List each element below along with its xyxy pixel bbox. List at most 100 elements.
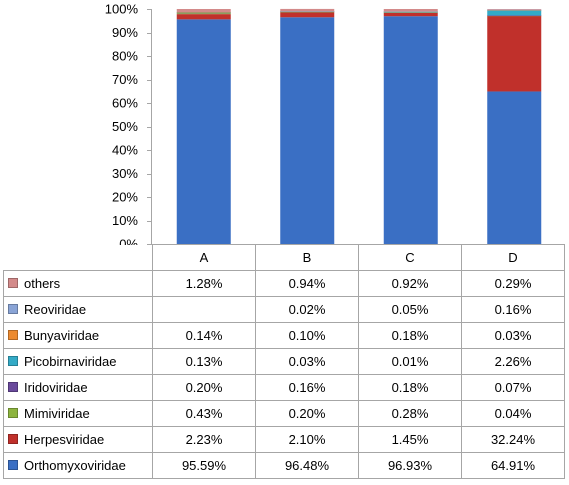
data-label: 2.26% [461,348,565,375]
data-label: 0.05% [358,296,462,323]
data-label: 0.13% [152,348,256,375]
bar-segment-picobirnaviridae-c [383,11,438,13]
series-name: Bunyaviridae [24,328,100,343]
legend-swatch [8,382,18,392]
data-label: 0.16% [461,296,565,323]
legend-swatch [8,304,18,314]
table-row: Picobirnaviridae 0.13% 0.03% 0.01% 2.26% [3,348,565,375]
data-label: 0.94% [255,270,359,297]
bar-segment-reoviridae-b [280,11,335,12]
bar-segment-orthomyxoviridae-a [176,19,231,245]
data-label: 0.01% [358,348,462,375]
bar-segment-others-d [487,9,542,10]
data-label: 0.20% [255,400,359,427]
y-tick-label: 90% [112,25,138,40]
data-label: 0.03% [461,322,565,349]
legend-swatch [8,356,18,366]
table-row: Iridoviridae 0.20% 0.16% 0.18% 0.07% [3,374,565,401]
category-label: A [152,244,256,271]
bar-segment-mimiviridae-c [383,12,438,13]
bar-segment-orthomyxoviridae-b [280,17,335,244]
bar-segment-mimiviridae-a [176,13,231,15]
bar-segment-iridoviridae-d [487,15,542,17]
data-label: 0.10% [255,322,359,349]
data-label [152,296,256,323]
y-tick-label: 100% [105,2,139,17]
data-label: 0.43% [152,400,256,427]
bar-segment-others-b [280,8,335,12]
bar-segment-herpesviridae-c [383,12,438,17]
bar-segment-bunyaviridae-d [487,10,542,11]
series-legend-cell: Iridoviridae [3,374,153,401]
table-corner-cell [3,244,153,271]
data-label: 1.45% [358,426,462,453]
category-label: D [461,244,565,271]
bar-segment-reoviridae-d [487,9,542,11]
data-label: 0.28% [358,400,462,427]
table-row: others 1.28% 0.94% 0.92% 0.29% [3,270,565,297]
data-label: 2.10% [255,426,359,453]
series-name: Picobirnaviridae [24,354,117,369]
y-tick-label: 70% [112,72,138,87]
bar-segment-picobirnaviridae-a [176,12,231,13]
y-tick-label: 30% [112,166,138,181]
series-legend-cell: Bunyaviridae [3,322,153,349]
data-label: 96.48% [255,452,359,479]
y-tick-label: 50% [112,119,138,134]
series-name: Orthomyxoviridae [24,458,126,473]
legend-swatch [8,408,18,418]
bar-segment-herpesviridae-b [280,12,335,18]
category-label: B [255,244,359,271]
series-legend-cell: Herpesviridae [3,426,153,453]
data-label: 0.18% [358,374,462,401]
data-label: 0.07% [461,374,565,401]
stacked-bar-chart: 0% 10% 20% 30% 40% 50% 60% 70% 80% 90% 100% [105,2,542,245]
y-tick-label: 60% [112,96,138,111]
bar-segment-reoviridae-c [383,11,438,12]
data-label: 0.29% [461,270,565,297]
bar-segment-bunyaviridae-a [176,12,231,13]
data-label: 0.04% [461,400,565,427]
series-name: Mimiviridae [24,406,90,421]
series-legend-cell: Orthomyxoviridae [3,452,153,479]
data-label: 0.92% [358,270,462,297]
data-label: 0.02% [255,296,359,323]
data-label: 64.91% [461,452,565,479]
bar-segment-herpesviridae-d [487,15,542,92]
bar-segment-herpesviridae-a [176,14,231,20]
data-label: 2.23% [152,426,256,453]
series-legend-cell: others [3,270,153,297]
data-label: 0.14% [152,322,256,349]
data-label: 96.93% [358,452,462,479]
table-row: Herpesviridae 2.23% 2.10% 1.45% 32.24% [3,426,565,453]
bar-segment-others-c [383,9,438,12]
table-row: Bunyaviridae 0.14% 0.10% 0.18% 0.03% [3,322,565,349]
y-tick-label: 20% [112,190,138,205]
data-label: 0.03% [255,348,359,375]
series-name: others [24,276,61,291]
legend-swatch [8,460,18,470]
series-legend-cell: Reoviridae [3,296,153,323]
y-tick-label: 40% [112,143,138,158]
bar-segment-picobirnaviridae-d [487,10,542,16]
data-label: 32.24% [461,426,565,453]
data-label: 1.28% [152,270,256,297]
series-legend-cell: Picobirnaviridae [3,348,153,375]
bar-segment-orthomyxoviridae-c [383,16,438,244]
y-tick-label: 80% [112,49,138,64]
y-tick-label: 10% [112,213,138,228]
category-label: C [358,244,462,271]
bar-stacks [176,8,542,245]
data-label: 0.20% [152,374,256,401]
series-name: Iridoviridae [24,380,88,395]
series-legend-cell: Mimiviridae [3,400,153,427]
series-name: Reoviridae [24,302,87,317]
bar-segment-iridoviridae-a [176,12,231,14]
data-label: 0.16% [255,374,359,401]
bar-segment-others-a [176,9,231,13]
series-name: Herpesviridae [24,432,105,447]
bar-segment-mimiviridae-b [280,11,335,13]
legend-swatch [8,434,18,444]
